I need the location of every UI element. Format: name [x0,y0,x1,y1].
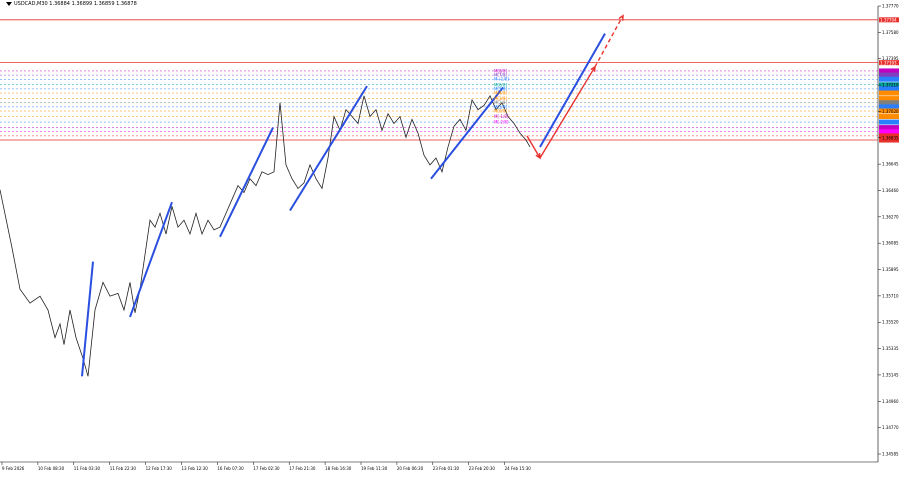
price-line [0,94,531,377]
level-price-tag [879,125,899,131]
level-label: M[8/8] [494,68,507,73]
level-price-tag [879,119,899,125]
level-label: M[-2/8] [494,120,509,125]
level-price-tag [879,137,899,143]
x-tick-label: 17 Feb 21:30 [289,466,316,471]
forecast-line-red [526,135,541,159]
level-price-tag [879,114,899,120]
y-tick-label: 1.36085 [882,241,899,246]
level-price-tag [879,17,899,23]
y-tick-label: 1.34960 [882,399,899,404]
level-price-tag [879,100,899,106]
level-price-tag [879,86,899,92]
level-label: M[2/8] [494,100,507,105]
x-tick-label: 9 Feb 2026 [2,466,25,471]
chart-title-text: USDCAD,M30 1.36884 1.36899 1.36859 1.368… [14,1,137,7]
x-tick-label: 23 Feb 01:30 [433,466,460,471]
level-price-tag [879,108,899,114]
level-price-label: 1.37393 [880,60,897,65]
y-tick-label: 1.37770 [882,4,899,9]
x-tick-label: 18 Feb 16:30 [325,466,352,471]
y-tick-label: 1.34770 [882,425,899,430]
level-price-tag [879,90,899,96]
x-tick-label: 17 Feb 02:30 [253,466,280,471]
level-price-label: 1.37704 [880,17,897,22]
level-label: M[3/8] [494,96,507,101]
level-price-tag [879,129,899,135]
y-tick-label: 1.37395 [882,56,899,61]
level-label: M[1/8] [494,104,507,109]
x-tick-label: 13 Feb 12:30 [182,466,209,471]
forecast-line-red [594,15,624,68]
collapse-triangle-icon[interactable] [6,1,12,6]
level-price-tag [879,68,899,74]
y-tick-label: 1.35520 [882,320,899,325]
x-tick-label: 20 Feb 06:30 [397,466,424,471]
y-tick-label: 1.36270 [882,214,899,219]
level-price-tag [879,76,899,82]
y-tick-label: 1.36460 [882,188,899,193]
y-tick-label: 1.37210 [882,83,899,88]
x-tick-label: 23 Feb 20:30 [469,466,496,471]
y-tick-label: 1.37580 [882,30,899,35]
level-price-tag [879,133,899,139]
level-price-tag [879,104,899,110]
x-tick-label: 19 Feb 11:30 [361,466,388,471]
y-tick-label: 1.34585 [882,452,899,457]
trend-line-blue [129,201,173,318]
y-tick-label: 1.35335 [882,346,899,351]
level-label: M[7/8] [494,73,507,78]
level-label: M[6/8] [494,82,507,87]
y-tick-label: 1.36645 [882,162,899,167]
x-tick-label: 12 Feb 17:30 [146,466,173,471]
level-price-tag [879,82,899,88]
trend-line-blue [219,127,274,238]
level-label: M[-1/8] [494,114,509,119]
trend-line-blue [81,261,94,377]
x-tick-label: 10 Feb 08:30 [38,466,65,471]
level-price-tag [879,60,899,66]
x-tick-label: 24 Feb 15:30 [505,466,532,471]
forecast-arrowhead [618,14,624,21]
forecast-line-red [539,66,596,159]
chart-title: USDCAD,M30 1.36884 1.36899 1.36859 1.368… [6,1,137,7]
y-tick-label: 1.35710 [882,293,899,298]
y-tick-label: 1.35895 [882,267,899,272]
x-tick-label: 11 Feb 03:30 [74,466,101,471]
level-price-tag [879,72,899,78]
x-tick-label: 16 Feb 07:30 [217,466,244,471]
trend-line-blue [289,85,368,212]
level-price-tag [879,96,899,102]
trend-line-blue [539,33,606,148]
x-tick-label: 11 Feb 22:30 [110,466,137,471]
level-label: M[5/8] [494,86,507,91]
y-tick-label: 1.36835 [882,135,899,140]
level-label: M+1/8] [494,77,509,82]
level-label: M[4/8] [494,91,507,96]
y-tick-label: 1.35145 [882,372,899,377]
trend-line-blue [430,86,504,180]
y-tick-label: 1.37020 [882,109,899,114]
level-label: M[0/8] [494,109,507,114]
